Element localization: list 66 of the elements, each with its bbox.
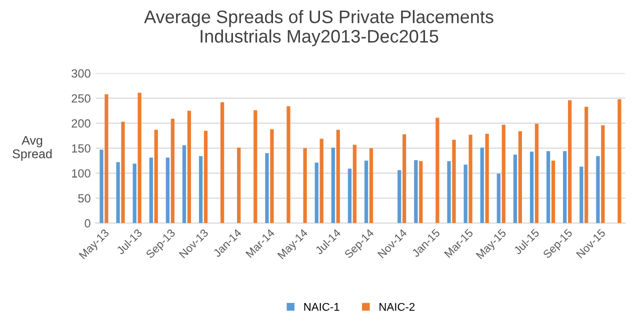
y-axis-title: Avg Spread (12, 136, 52, 161)
legend-label: NAIC-1 (304, 302, 340, 311)
bar (198, 156, 203, 224)
bar (534, 124, 539, 224)
bar (154, 130, 158, 224)
y-tick-label: 150 (72, 144, 90, 153)
bar (468, 134, 472, 224)
bar (320, 138, 324, 224)
bar (419, 161, 423, 224)
bar (601, 125, 605, 224)
bar (436, 118, 440, 224)
bar (402, 134, 406, 224)
bar (580, 166, 584, 224)
bar (563, 151, 567, 224)
bar (546, 151, 550, 224)
bar (348, 168, 352, 224)
bar (166, 158, 170, 224)
y-tick-label: 50 (78, 194, 90, 203)
bar (369, 148, 374, 224)
bar (414, 160, 418, 224)
bar (132, 164, 136, 224)
bar (254, 110, 258, 224)
bar (331, 148, 335, 224)
bar (398, 170, 402, 224)
bar (518, 131, 522, 224)
y-tick-label: 300 (72, 69, 90, 78)
y-tick-label: 100 (72, 169, 90, 178)
bar (314, 162, 318, 224)
bar (480, 148, 484, 224)
bar (464, 164, 468, 224)
bar (104, 94, 108, 224)
bar (336, 130, 340, 224)
y-tick-label: 0 (84, 219, 90, 228)
bar (618, 99, 622, 224)
bar (100, 150, 104, 224)
y-tick-label: 200 (72, 119, 90, 128)
bar (187, 110, 192, 224)
bar (513, 154, 518, 224)
bar (286, 106, 290, 224)
bar (138, 92, 142, 224)
bar (220, 102, 224, 224)
bar (452, 140, 456, 224)
bar (116, 162, 120, 224)
bar (182, 145, 186, 224)
bar (352, 144, 356, 224)
chart-title: Average Spreads of US Private Placements Industrials May2013-Dec2015 (144, 10, 494, 46)
bar (204, 130, 208, 224)
bar (568, 100, 572, 224)
bar (584, 106, 588, 224)
bar (237, 148, 241, 224)
bar (530, 152, 534, 224)
bar (447, 161, 451, 224)
bar (485, 134, 489, 224)
bar (364, 160, 368, 224)
bar (596, 156, 600, 224)
bar (121, 122, 125, 224)
bar (551, 160, 556, 224)
legend-label: NAIC-2 (380, 302, 415, 311)
y-tick-label: 250 (72, 94, 90, 103)
bar (149, 158, 153, 224)
bar (502, 124, 506, 224)
bar (170, 118, 174, 224)
bar (270, 129, 274, 224)
bar (265, 153, 269, 224)
bar (496, 174, 500, 224)
bar (303, 148, 307, 224)
